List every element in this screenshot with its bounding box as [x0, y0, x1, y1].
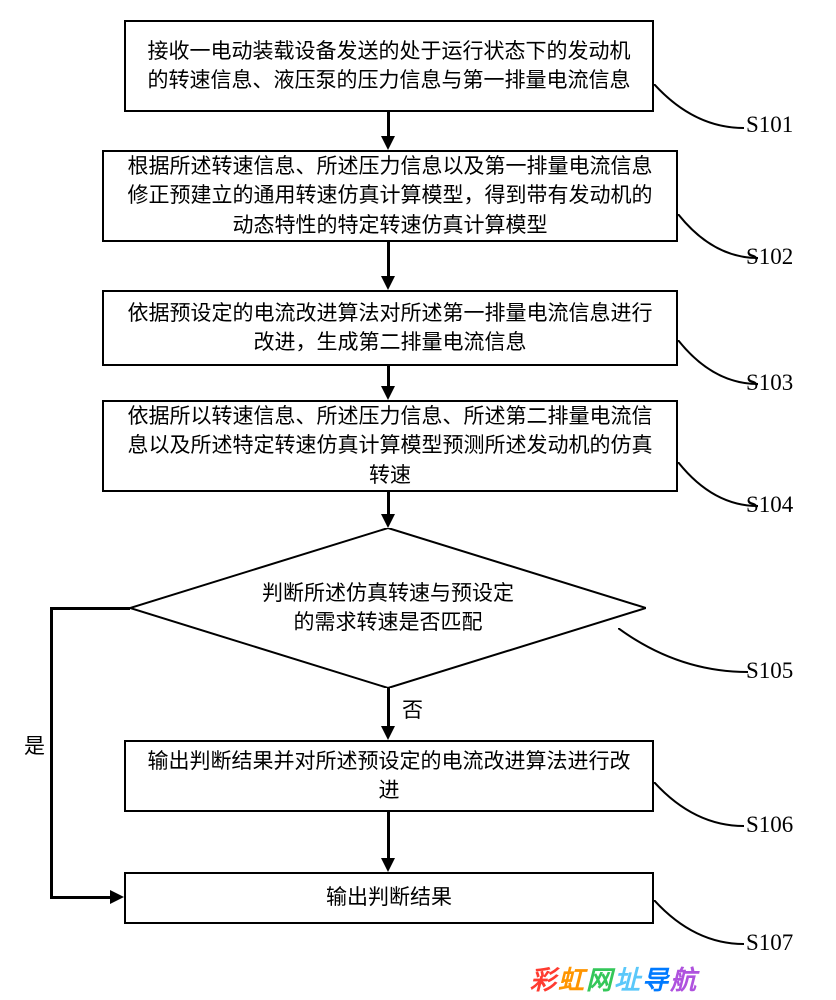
- arrow-head: [381, 276, 395, 290]
- watermark-char: 址: [614, 966, 642, 995]
- arrow-s105-s106: [387, 688, 390, 728]
- arrow-yes-v: [50, 607, 53, 898]
- flow-node-s103: 依据预设定的电流改进算法对所述第一排量电流信息进行改进，生成第二排量电流信息: [102, 290, 678, 366]
- node-text: 依据所以转速信息、所述压力信息、所述第二排量电流信息以及所述特定转速仿真计算模型…: [122, 402, 658, 490]
- arrow-head: [381, 858, 395, 872]
- arrow-s103-s104: [387, 366, 390, 388]
- flow-node-s105: 判断所述仿真转速与预设定的需求转速是否匹配: [130, 528, 646, 688]
- step-label-s102: S102: [746, 244, 793, 270]
- arrow-yes-h1: [50, 607, 130, 610]
- step-label-s104: S104: [746, 492, 793, 518]
- arrow-head: [381, 514, 395, 528]
- watermark-char: 航: [670, 966, 698, 995]
- arrow-s102-s103: [387, 242, 390, 277]
- flow-node-s104: 依据所以转速信息、所述压力信息、所述第二排量电流信息以及所述特定转速仿真计算模型…: [102, 400, 678, 492]
- arrow-yes-h2: [50, 896, 110, 899]
- step-label-s103: S103: [746, 370, 793, 396]
- flowchart-container: 接收一电动装载设备发送的处于运行状态下的发动机的转速信息、液压泵的压力信息与第一…: [0, 0, 836, 1000]
- watermark: 彩虹网址导航: [530, 960, 698, 997]
- arrow-head: [110, 890, 124, 904]
- watermark-char: 网: [586, 966, 614, 995]
- step-label-s107: S107: [746, 930, 793, 956]
- step-label-s105: S105: [746, 658, 793, 684]
- watermark-char: 虹: [558, 966, 586, 995]
- node-text: 输出判断结果并对所述预设定的电流改进算法进行改进: [144, 747, 634, 806]
- node-text: 输出判断结果: [326, 883, 452, 912]
- arrow-s101-s102: [387, 112, 390, 137]
- node-text: 判断所述仿真转速与预设定的需求转速是否匹配: [130, 528, 646, 688]
- flow-node-s102: 根据所述转速信息、所述压力信息以及第一排量电流信息修正预建立的通用转速仿真计算模…: [102, 150, 678, 242]
- edge-label-yes: 是: [24, 730, 45, 760]
- node-text: 接收一电动装载设备发送的处于运行状态下的发动机的转速信息、液压泵的压力信息与第一…: [144, 37, 634, 96]
- arrow-head: [381, 386, 395, 400]
- step-label-s106: S106: [746, 812, 793, 838]
- arrow-s104-s105: [387, 492, 390, 516]
- watermark-char: 导: [642, 966, 670, 995]
- step-label-s101: S101: [746, 112, 793, 138]
- arrow-head: [381, 136, 395, 150]
- flow-node-s107: 输出判断结果: [124, 872, 654, 924]
- watermark-char: 彩: [530, 966, 558, 995]
- flow-node-s106: 输出判断结果并对所述预设定的电流改进算法进行改进: [124, 740, 654, 812]
- node-text: 根据所述转速信息、所述压力信息以及第一排量电流信息修正预建立的通用转速仿真计算模…: [122, 152, 658, 240]
- arrow-head: [381, 726, 395, 740]
- flow-node-s101: 接收一电动装载设备发送的处于运行状态下的发动机的转速信息、液压泵的压力信息与第一…: [124, 20, 654, 112]
- arrow-s106-s107: [387, 812, 390, 859]
- edge-label-no: 否: [402, 694, 423, 724]
- node-text: 依据预设定的电流改进算法对所述第一排量电流信息进行改进，生成第二排量电流信息: [122, 299, 658, 358]
